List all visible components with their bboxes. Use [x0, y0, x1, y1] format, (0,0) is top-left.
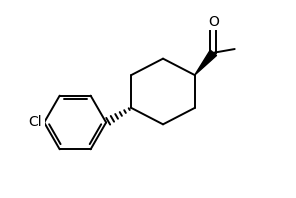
- Text: O: O: [208, 15, 219, 29]
- Polygon shape: [195, 50, 217, 75]
- Text: Cl: Cl: [29, 115, 42, 129]
